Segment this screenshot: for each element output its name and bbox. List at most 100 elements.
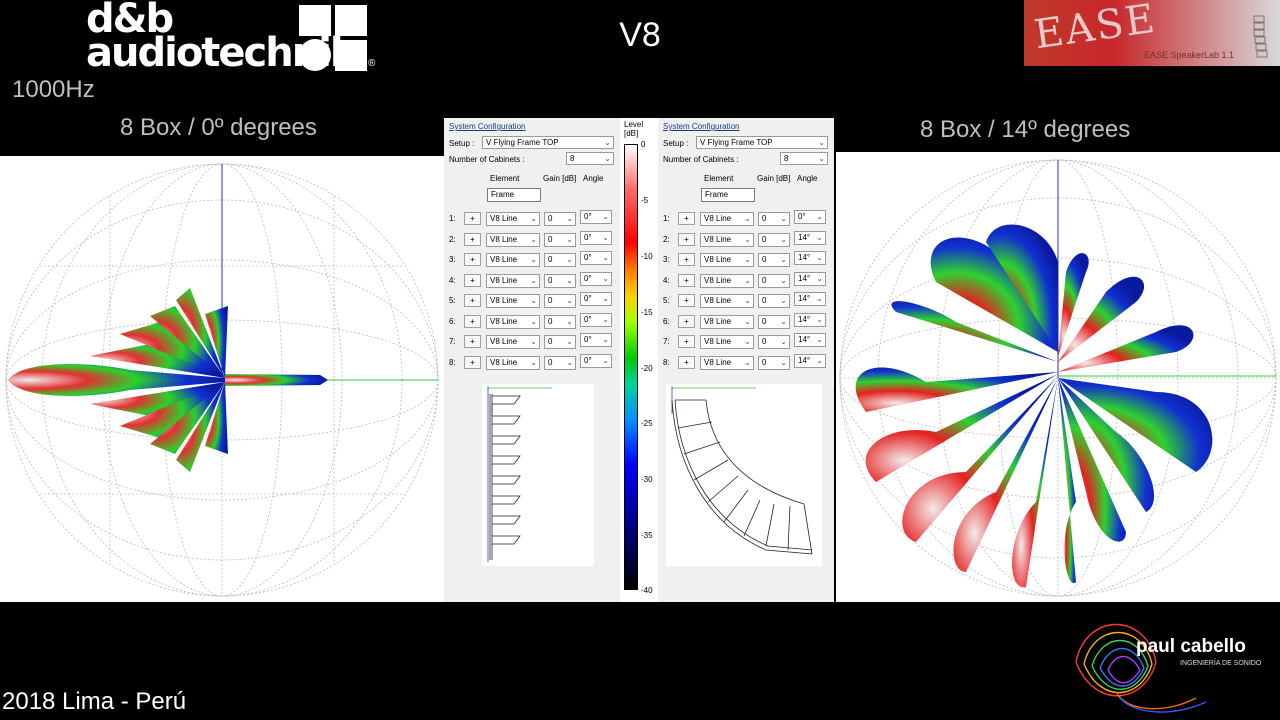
element-select[interactable]: V8 Line ⌄	[700, 356, 754, 370]
angle-select[interactable]: 0° ⌄	[580, 210, 612, 224]
frame-field[interactable]: Frame	[487, 188, 541, 202]
chevron-down-icon: ⌄	[530, 214, 537, 223]
chevron-down-icon: ⌄	[530, 276, 537, 285]
add-button[interactable]: +	[678, 253, 695, 266]
add-button[interactable]: +	[678, 335, 695, 348]
column-angle: Angle	[797, 174, 818, 183]
add-button[interactable]: +	[678, 294, 695, 307]
add-button[interactable]: +	[464, 335, 481, 348]
add-button[interactable]: +	[678, 356, 695, 369]
angle-select[interactable]: 14° ⌄	[794, 231, 826, 245]
chevron-down-icon: ⌄	[530, 235, 537, 244]
gain-select[interactable]: 0 ⌄	[758, 233, 790, 247]
gain-select[interactable]: 0 ⌄	[544, 233, 576, 247]
gain-select[interactable]: 0 ⌄	[758, 356, 790, 370]
angle-select[interactable]: 14° ⌄	[794, 333, 826, 347]
element-select[interactable]: V8 Line ⌄	[486, 356, 540, 370]
element-select[interactable]: V8 Line ⌄	[486, 253, 540, 267]
angle-select[interactable]: 0° ⌄	[580, 313, 612, 327]
element-select[interactable]: V8 Line ⌄	[486, 274, 540, 288]
location-year-text: 2018 Lima - Perú	[2, 688, 187, 715]
gain-select[interactable]: 0 ⌄	[544, 253, 576, 267]
gain-value: 0	[762, 235, 767, 244]
gain-select[interactable]: 0 ⌄	[758, 253, 790, 267]
setup-value: V Flying Frame TOP	[486, 138, 559, 147]
add-button[interactable]: +	[464, 315, 481, 328]
angle-select[interactable]: 0° ⌄	[580, 251, 612, 265]
angle-select[interactable]: 0° ⌄	[580, 272, 612, 286]
chevron-down-icon: ⌄	[530, 358, 537, 367]
scale-tick: -20	[641, 364, 653, 373]
angle-select[interactable]: 0° ⌄	[580, 231, 612, 245]
add-button[interactable]: +	[464, 294, 481, 307]
chevron-down-icon: ⌄	[780, 317, 787, 326]
element-select[interactable]: V8 Line ⌄	[700, 335, 754, 349]
add-button[interactable]: +	[464, 212, 481, 225]
cabinet-count-label: Number of Cabinets :	[663, 155, 739, 164]
chevron-down-icon: ⌄	[816, 335, 823, 344]
add-button[interactable]: +	[464, 274, 481, 287]
angle-select[interactable]: 0° ⌄	[580, 354, 612, 368]
element-select[interactable]: V8 Line ⌄	[700, 315, 754, 329]
setup-select[interactable]: V Flying Frame TOP ⌄	[482, 136, 614, 149]
add-button[interactable]: +	[464, 233, 481, 246]
element-select[interactable]: V8 Line ⌄	[486, 335, 540, 349]
element-select[interactable]: V8 Line ⌄	[700, 253, 754, 267]
angle-value: 14°	[798, 233, 811, 242]
chevron-down-icon: ⌄	[566, 317, 573, 326]
setup-select[interactable]: V Flying Frame TOP ⌄	[696, 136, 828, 149]
add-button[interactable]: +	[678, 315, 695, 328]
element-value: V8 Line	[704, 358, 732, 367]
chevron-down-icon: ⌄	[816, 253, 823, 262]
cabinet-count-select[interactable]: 8 ⌄	[780, 152, 828, 165]
gain-value: 0	[548, 276, 553, 285]
angle-select[interactable]: 0° ⌄	[580, 333, 612, 347]
angle-select[interactable]: 14° ⌄	[794, 292, 826, 306]
gain-select[interactable]: 0 ⌄	[544, 294, 576, 308]
add-button[interactable]: +	[464, 356, 481, 369]
gain-select[interactable]: 0 ⌄	[544, 335, 576, 349]
element-select[interactable]: V8 Line ⌄	[486, 212, 540, 226]
page-title: V8	[619, 16, 661, 54]
caption-right: 8 Box / 14º degrees	[920, 116, 1131, 143]
cabinet-count-select[interactable]: 8 ⌄	[566, 152, 614, 165]
cabinet-row: 6: + V8 Line ⌄ 0 ⌄ 14° ⌄	[658, 313, 834, 333]
element-value: V8 Line	[490, 255, 518, 264]
angle-value: 0°	[584, 294, 592, 303]
element-select[interactable]: V8 Line ⌄	[700, 233, 754, 247]
element-select[interactable]: V8 Line ⌄	[700, 212, 754, 226]
gain-select[interactable]: 0 ⌄	[544, 315, 576, 329]
frame-field[interactable]: Frame	[701, 188, 755, 202]
add-button[interactable]: +	[678, 212, 695, 225]
angle-select[interactable]: 14° ⌄	[794, 313, 826, 327]
gain-select[interactable]: 0 ⌄	[758, 294, 790, 308]
gain-select[interactable]: 0 ⌄	[758, 315, 790, 329]
element-select[interactable]: V8 Line ⌄	[700, 294, 754, 308]
scale-tick: -35	[641, 531, 653, 540]
add-button[interactable]: +	[464, 253, 481, 266]
gain-select[interactable]: 0 ⌄	[544, 212, 576, 226]
level-scale: Level [dB] 0 -5 -10 -15 -20 -25 -30 -35 …	[620, 118, 658, 602]
element-select[interactable]: V8 Line ⌄	[486, 233, 540, 247]
column-element: Element	[490, 174, 520, 183]
gain-select[interactable]: 0 ⌄	[758, 212, 790, 226]
add-button[interactable]: +	[678, 274, 695, 287]
angle-select[interactable]: 0° ⌄	[794, 210, 826, 224]
gain-select[interactable]: 0 ⌄	[758, 335, 790, 349]
scale-title-line1: Level	[624, 120, 644, 129]
row-number: 7:	[449, 337, 456, 346]
gain-value: 0	[762, 317, 767, 326]
angle-select[interactable]: 0° ⌄	[580, 292, 612, 306]
angle-select[interactable]: 14° ⌄	[794, 251, 826, 265]
angle-select[interactable]: 14° ⌄	[794, 354, 826, 368]
element-select[interactable]: V8 Line ⌄	[486, 315, 540, 329]
element-select[interactable]: V8 Line ⌄	[486, 294, 540, 308]
column-angle: Angle	[583, 174, 604, 183]
gain-select[interactable]: 0 ⌄	[544, 356, 576, 370]
element-select[interactable]: V8 Line ⌄	[700, 274, 754, 288]
gain-select[interactable]: 0 ⌄	[758, 274, 790, 288]
setup-label: Setup :	[663, 139, 689, 148]
angle-select[interactable]: 14° ⌄	[794, 272, 826, 286]
gain-select[interactable]: 0 ⌄	[544, 274, 576, 288]
add-button[interactable]: +	[678, 233, 695, 246]
